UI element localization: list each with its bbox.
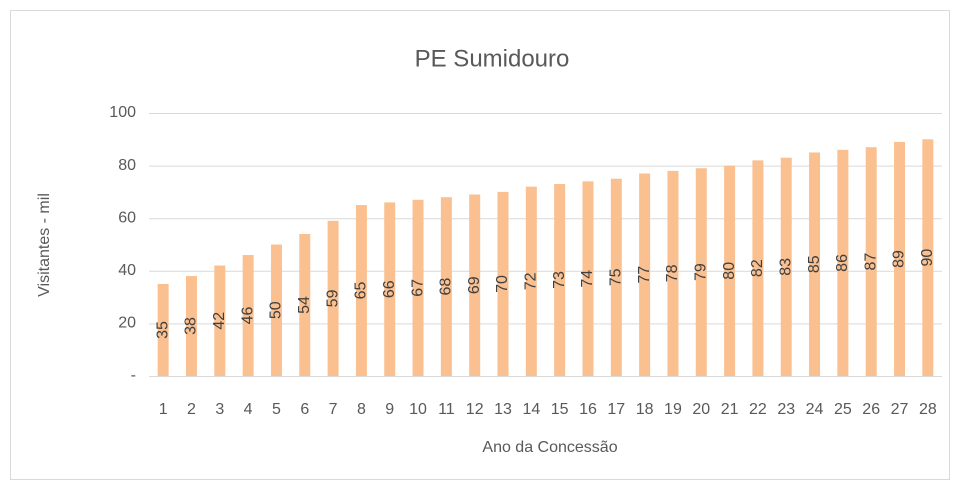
data-label: 79 — [692, 263, 709, 281]
bar — [497, 191, 509, 376]
bar — [554, 184, 566, 376]
x-tick-label: 3 — [215, 401, 224, 418]
bar — [922, 139, 934, 376]
bar — [270, 244, 282, 376]
bar — [525, 186, 537, 376]
data-label: 69 — [466, 276, 483, 294]
y-tick-label: - — [131, 367, 136, 384]
x-tick-label: 5 — [272, 401, 281, 418]
x-tick-label: 25 — [834, 401, 852, 418]
x-tick-label: 19 — [664, 401, 682, 418]
x-axis-label: Ano da Concessão — [482, 439, 617, 456]
bar — [242, 255, 254, 376]
bar — [639, 173, 651, 376]
data-label: 50 — [268, 301, 285, 319]
bar — [667, 170, 679, 376]
x-tick-label: 24 — [806, 401, 824, 418]
data-label: 70 — [494, 275, 511, 293]
bar — [384, 202, 396, 376]
data-label: 72 — [523, 272, 540, 290]
y-tick-label: 100 — [109, 104, 136, 121]
data-label: 82 — [749, 259, 766, 277]
bar — [157, 283, 169, 376]
bar — [327, 220, 339, 376]
y-tick-label: 20 — [118, 315, 136, 332]
data-label: 89 — [891, 250, 908, 268]
x-tick-label: 8 — [357, 401, 366, 418]
data-label: 54 — [296, 296, 313, 314]
data-label: 87 — [862, 253, 879, 271]
x-tick-label: 28 — [919, 401, 937, 418]
x-tick-label: 11 — [438, 401, 455, 418]
bar — [412, 199, 424, 376]
x-tick-label: 21 — [721, 401, 739, 418]
data-label: 90 — [919, 249, 936, 267]
x-tick-label: 4 — [244, 401, 253, 418]
data-label: 86 — [834, 254, 851, 272]
bar — [185, 276, 197, 376]
bar — [355, 205, 367, 376]
bar — [440, 197, 452, 376]
data-label: 46 — [239, 307, 256, 325]
y-tick-label: 80 — [118, 157, 136, 174]
chart-title: PE Sumidouro — [415, 45, 570, 72]
x-tick-label: 23 — [777, 401, 795, 418]
bar — [214, 265, 226, 376]
x-tick-label: 10 — [409, 401, 427, 418]
bar — [299, 233, 311, 376]
bar — [752, 160, 764, 376]
x-tick-label: 18 — [636, 401, 654, 418]
x-tick-label: 12 — [466, 401, 484, 418]
x-tick-label: 2 — [187, 401, 196, 418]
x-tick-label: 15 — [551, 401, 569, 418]
data-label: 77 — [636, 266, 653, 284]
x-tick-label: 14 — [522, 401, 540, 418]
data-label: 85 — [806, 255, 823, 273]
data-label: 78 — [664, 264, 681, 282]
data-label: 68 — [438, 278, 455, 296]
data-label: 66 — [381, 280, 398, 298]
y-tick-label: 60 — [118, 209, 136, 226]
x-tick-label: 22 — [749, 401, 767, 418]
bar — [809, 152, 821, 376]
x-tick-label: 9 — [385, 401, 394, 418]
x-tick-label: 17 — [607, 401, 625, 418]
bar — [865, 147, 877, 376]
bar — [837, 149, 849, 376]
x-tick-label: 1 — [159, 401, 168, 418]
y-tick-label: 40 — [118, 262, 136, 279]
x-tick-label: 26 — [862, 401, 880, 418]
data-label: 75 — [608, 268, 625, 286]
x-tick-label: 16 — [579, 401, 597, 418]
data-label: 59 — [324, 289, 341, 307]
bar — [582, 181, 594, 376]
bar — [469, 194, 481, 376]
data-label: 73 — [551, 271, 568, 289]
x-tick-label: 7 — [329, 401, 338, 418]
data-label: 67 — [409, 279, 426, 297]
data-label: 38 — [183, 317, 200, 335]
bar — [894, 141, 906, 376]
data-label: 83 — [777, 258, 794, 276]
data-label: 35 — [154, 321, 171, 339]
data-label: 80 — [721, 262, 738, 280]
data-label: 74 — [579, 270, 596, 288]
x-tick-label: 13 — [494, 401, 512, 418]
y-axis-label: Visitantes - mil — [36, 193, 53, 297]
data-label: 65 — [353, 282, 370, 300]
bar — [724, 165, 736, 376]
bar — [780, 157, 792, 376]
bar — [610, 178, 622, 376]
x-tick-label: 20 — [692, 401, 710, 418]
data-label: 42 — [211, 312, 228, 330]
bar — [695, 168, 707, 376]
x-tick-label: 6 — [300, 401, 309, 418]
x-tick-label: 27 — [891, 401, 909, 418]
